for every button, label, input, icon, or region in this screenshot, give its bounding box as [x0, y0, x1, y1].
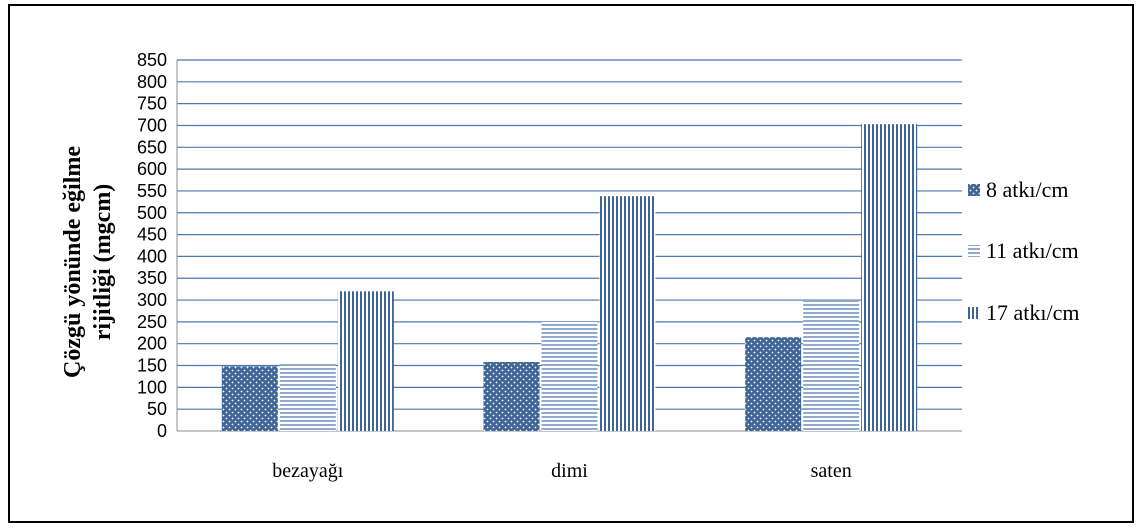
chart-frame: [8, 4, 1134, 523]
y-tick-labels: 0501001502002503003504004505005506006507…: [137, 50, 167, 441]
y-tick-label: 700: [137, 115, 167, 135]
y-tick-label: 550: [137, 181, 167, 201]
bar-1-dimi: [483, 362, 540, 431]
y-tick-label: 100: [137, 377, 167, 397]
y-tick-label: 650: [137, 137, 167, 157]
legend-label: 17 atkı/cm: [986, 300, 1079, 325]
y-axis-title-line-1: Çözgü yönünde eğilme: [60, 146, 86, 378]
y-tick-label: 750: [137, 94, 167, 114]
y-tick-label: 850: [137, 50, 167, 70]
y-tick-label: 500: [137, 203, 167, 223]
y-tick-label: 350: [137, 268, 167, 288]
legend-swatch: [968, 307, 980, 319]
bar-2-dimi: [541, 321, 598, 431]
bar-2-saten: [803, 300, 860, 431]
bar-3-dimi: [599, 196, 656, 431]
bars: [221, 124, 918, 431]
bar-3-bezayağı: [337, 291, 394, 431]
x-category-label: dimi: [551, 460, 588, 482]
y-tick-label: 250: [137, 312, 167, 332]
x-category-label: saten: [811, 460, 852, 482]
y-tick-label: 600: [137, 159, 167, 179]
y-tick-label: 450: [137, 225, 167, 245]
y-tick-label: 200: [137, 334, 167, 354]
y-tick-label: 50: [147, 399, 167, 419]
y-axis-title-line-2: rijitliği (mgcm): [90, 184, 116, 341]
legend: 8 atkı/cm 11 atkı/cm 17 atkı/cm: [968, 177, 1079, 325]
y-tick-label: 150: [137, 356, 167, 376]
bar-1-saten: [745, 337, 802, 431]
y-tick-label: 800: [137, 72, 167, 92]
y-tick-label: 300: [137, 290, 167, 310]
bar-3-saten: [861, 124, 918, 431]
legend-swatch: [968, 245, 980, 257]
legend-label: 8 atkı/cm: [986, 177, 1068, 202]
legend-label: 11 atkı/cm: [986, 238, 1079, 263]
y-tick-label: 400: [137, 246, 167, 266]
x-category-labels: bezayağı dimi saten: [272, 460, 851, 482]
bar-2-bezayağı: [279, 362, 336, 431]
x-category-label: bezayağı: [272, 460, 344, 482]
y-tick-label: 0: [157, 421, 167, 441]
bar-1-bezayağı: [221, 366, 278, 431]
legend-swatch: [968, 184, 980, 196]
